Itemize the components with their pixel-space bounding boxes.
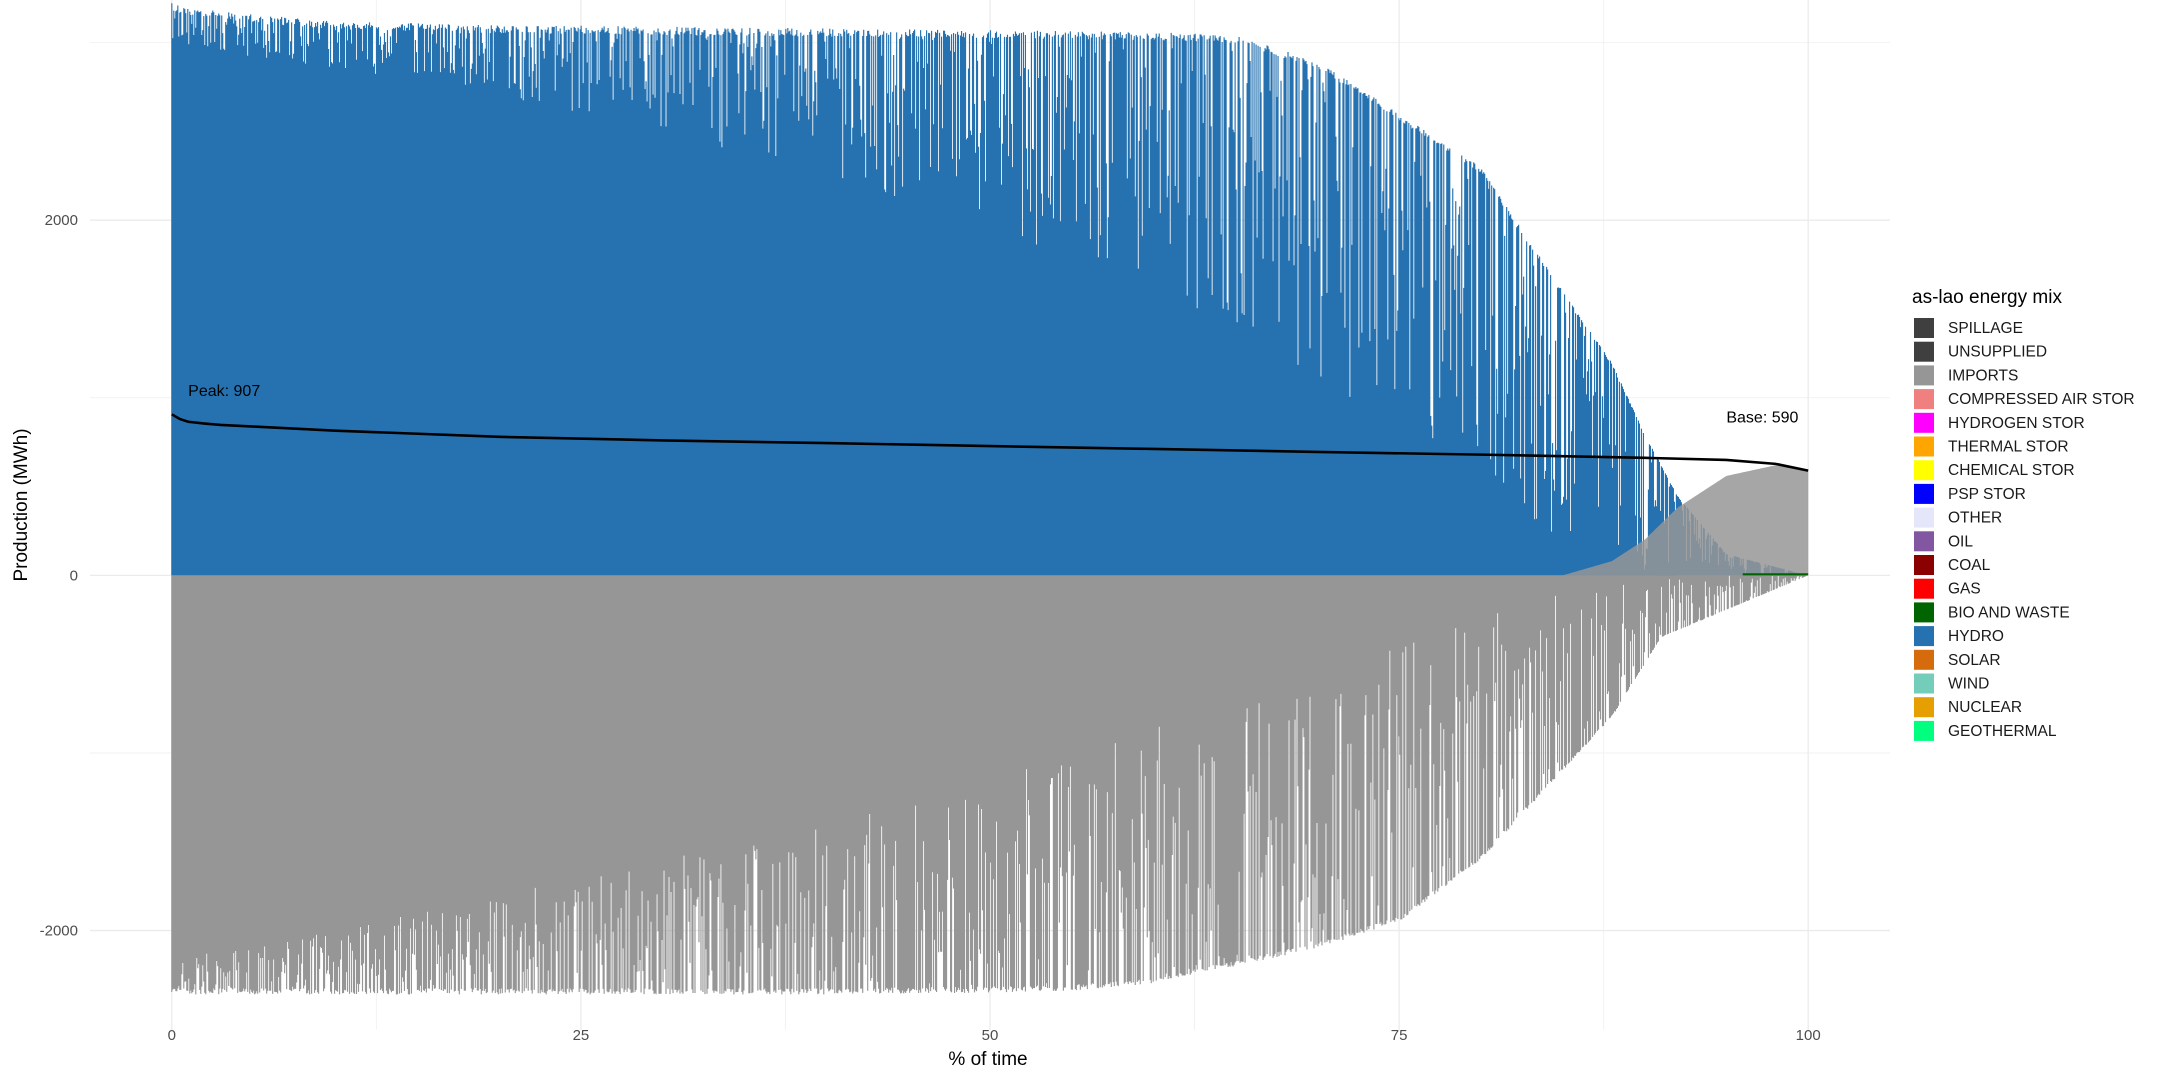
legend-swatch bbox=[1914, 720, 1934, 741]
x-tick-label: 0 bbox=[168, 1027, 176, 1044]
legend-item: NUCLEAR bbox=[1914, 697, 2022, 718]
legend-swatch bbox=[1914, 507, 1934, 528]
annotation-base: Base: 590 bbox=[1726, 410, 1798, 427]
legend-swatch bbox=[1914, 697, 1934, 718]
legend-swatch bbox=[1914, 626, 1934, 647]
x-axis-title: % of time bbox=[948, 1049, 1027, 1070]
y-tick-label: 0 bbox=[70, 567, 78, 584]
x-axis-ticks: 0 25 50 75 100 bbox=[168, 1027, 1821, 1044]
legend-item: GEOTHERMAL bbox=[1914, 720, 2057, 741]
series-imports-core bbox=[171, 575, 1809, 958]
legend-label: COAL bbox=[1948, 557, 1991, 574]
legend-item: PSP STOR bbox=[1914, 483, 2026, 504]
legend-label: THERMAL STOR bbox=[1948, 439, 2069, 456]
legend-label: SPILLAGE bbox=[1948, 320, 2023, 337]
legend-item: SOLAR bbox=[1914, 649, 2001, 670]
series-imports-positive bbox=[1562, 465, 1809, 576]
legend-title: as-lao energy mix bbox=[1912, 287, 2062, 308]
legend-label: IMPORTS bbox=[1948, 367, 2018, 384]
x-tick-label: 100 bbox=[1796, 1027, 1821, 1044]
series-hydro-core bbox=[171, 39, 1809, 576]
series-bio-and-waste-positive bbox=[1742, 573, 1809, 576]
legend-label: GEOTHERMAL bbox=[1948, 723, 2057, 740]
legend-swatch bbox=[1914, 673, 1934, 694]
y-tick-label: -2000 bbox=[40, 923, 78, 940]
legend-item: CHEMICAL STOR bbox=[1914, 460, 2075, 481]
legend-item: OIL bbox=[1914, 531, 1973, 552]
legend-item: COAL bbox=[1914, 555, 1991, 575]
legend-item: GAS bbox=[1914, 578, 1981, 599]
legend-swatch bbox=[1914, 578, 1934, 599]
legend-label: HYDROGEN STOR bbox=[1948, 415, 2085, 432]
legend-item: BIO AND WASTE bbox=[1914, 602, 2070, 623]
y-axis-ticks: -2000 0 2000 bbox=[40, 212, 78, 939]
series-layer bbox=[171, 3, 1809, 995]
load-curve-line bbox=[171, 413, 1809, 472]
legend-item: HYDRO bbox=[1914, 626, 2004, 647]
legend: as-lao energy mix SPILLAGE UNSUPPLIED IMPO… bbox=[1912, 287, 2135, 741]
annotation-peak: Peak: 907 bbox=[188, 383, 260, 400]
legend-swatch bbox=[1914, 531, 1934, 552]
legend-label: COMPRESSED AIR STOR bbox=[1948, 391, 2135, 408]
legend-label: SOLAR bbox=[1948, 652, 2001, 669]
legend-swatch bbox=[1914, 602, 1934, 623]
series-imports-negative bbox=[171, 575, 1809, 995]
legend-swatch bbox=[1914, 318, 1934, 338]
legend-item: WIND bbox=[1914, 673, 1989, 694]
x-tick-label: 25 bbox=[573, 1027, 590, 1044]
y-tick-label: 2000 bbox=[45, 212, 78, 229]
legend-label: HYDRO bbox=[1948, 628, 2004, 645]
legend-label: OTHER bbox=[1948, 510, 2002, 527]
legend-swatch bbox=[1914, 389, 1934, 410]
y-axis-title: Production (MWh) bbox=[11, 428, 32, 581]
x-tick-label: 50 bbox=[982, 1027, 999, 1044]
legend-label: BIO AND WASTE bbox=[1948, 604, 2070, 621]
legend-item: OTHER bbox=[1914, 507, 2002, 528]
legend-label: NUCLEAR bbox=[1948, 699, 2022, 716]
legend-swatch bbox=[1914, 341, 1934, 362]
legend-item: HYDROGEN STOR bbox=[1914, 412, 2085, 433]
annotations: Peak: 907 Base: 590 bbox=[188, 383, 1798, 427]
legend-swatch bbox=[1914, 555, 1934, 575]
series-hydro-positive bbox=[171, 3, 1809, 576]
legend-label: OIL bbox=[1948, 533, 1973, 550]
legend-label: GAS bbox=[1948, 581, 1981, 598]
series-bio-and-waste-area bbox=[1742, 573, 1809, 576]
legend-swatch bbox=[1914, 436, 1934, 457]
legend-item: SPILLAGE bbox=[1914, 318, 2023, 338]
legend-item: UNSUPPLIED bbox=[1914, 341, 2047, 362]
legend-label: WIND bbox=[1948, 676, 1989, 693]
legend-item: IMPORTS bbox=[1914, 365, 2018, 386]
legend-swatch bbox=[1914, 365, 1934, 386]
legend-swatch bbox=[1914, 412, 1934, 433]
legend-swatch bbox=[1914, 460, 1934, 481]
x-tick-label: 75 bbox=[1391, 1027, 1408, 1044]
legend-label: UNSUPPLIED bbox=[1948, 344, 2047, 361]
legend-swatch bbox=[1914, 483, 1934, 504]
series-imports-area bbox=[1562, 465, 1809, 576]
legend-label: CHEMICAL STOR bbox=[1948, 462, 2075, 479]
legend-item: THERMAL STOR bbox=[1914, 436, 2069, 457]
legend-swatch bbox=[1914, 649, 1934, 670]
legend-item: COMPRESSED AIR STOR bbox=[1914, 389, 2135, 410]
legend-label: PSP STOR bbox=[1948, 486, 2026, 503]
